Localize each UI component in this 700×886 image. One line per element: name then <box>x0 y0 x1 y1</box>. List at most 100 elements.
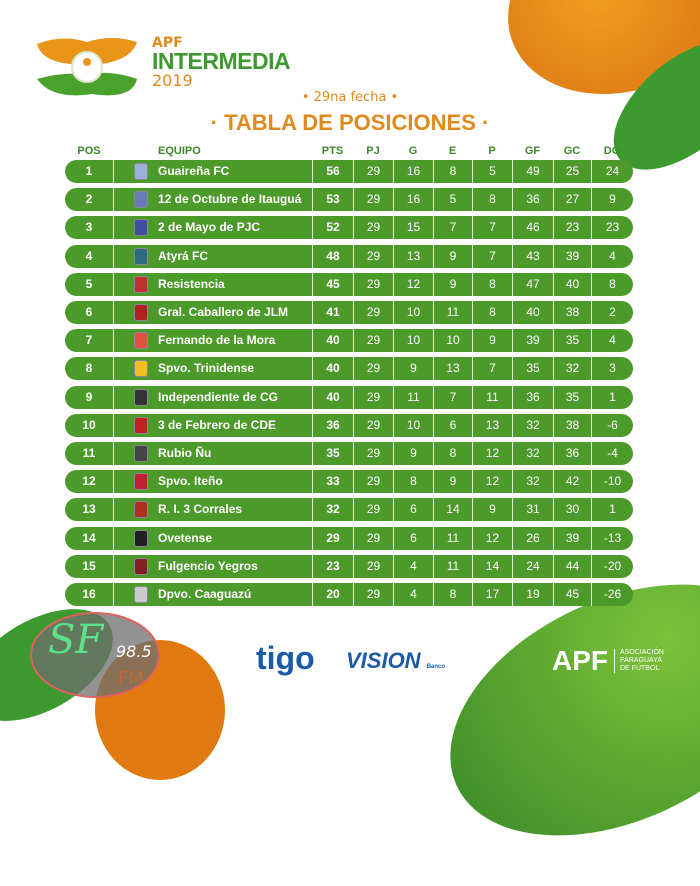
cell-pts: 23 <box>312 554 353 578</box>
cell-p: 9 <box>472 329 512 353</box>
cell-gf: 31 <box>512 498 553 522</box>
cell-pos: 10 <box>82 417 96 432</box>
column-header-e[interactable]: E <box>448 145 457 157</box>
cell-pos: 7 <box>85 333 93 348</box>
cell-pos: 9 <box>85 389 93 404</box>
cell-gc: 38 <box>553 413 591 437</box>
column-header-pj[interactable]: PJ <box>366 145 380 157</box>
table-row[interactable]: 4 Atyrá FC 48 29 13 9 7 43 39 4 <box>65 244 633 268</box>
column-header-p[interactable]: P <box>488 145 496 157</box>
team-name: Spvo. Iteño <box>158 474 223 489</box>
team-name: Fulgencio Yegros <box>158 558 258 573</box>
team-name: Gral. Caballero de JLM <box>158 305 289 319</box>
cell-gf: 36 <box>512 188 553 212</box>
cell-gc: 36 <box>553 442 591 465</box>
cell-gf: 24 <box>512 554 553 578</box>
cell-p: 14 <box>472 554 512 578</box>
cell-g: 11 <box>393 385 433 409</box>
table-row[interactable]: 12 Spvo. Iteño 33 29 8 9 12 32 42 -10 <box>65 470 633 494</box>
round-label: • 29na fecha • <box>301 90 399 105</box>
cell-p: 12 <box>472 470 512 494</box>
cell-gf: 49 <box>512 160 553 183</box>
column-header-equipo[interactable]: EQUIPO <box>158 145 201 157</box>
cell-gc: 42 <box>553 470 591 494</box>
cell-gc: 27 <box>553 188 591 212</box>
cell-pj: 29 <box>353 385 393 409</box>
cell-pts: 32 <box>312 498 353 522</box>
team-name: Rubio Ñu <box>158 446 212 460</box>
cell-pts: 40 <box>312 385 353 409</box>
cell-equipo: Atyrá FC <box>113 244 312 268</box>
team-name: Resistencia <box>158 276 225 291</box>
cell-p: 5 <box>472 160 512 183</box>
cell-e: 6 <box>433 413 472 437</box>
cell-gc: 35 <box>553 385 591 409</box>
table-row[interactable]: 16 Dpvo. Caaguazú 20 29 4 8 17 19 45 -26 <box>65 583 633 606</box>
column-header-gf[interactable]: GF <box>524 145 541 157</box>
column-header-pos[interactable]: POS <box>77 145 101 157</box>
cell-e: 11 <box>433 554 472 578</box>
table-row[interactable]: 7 Fernando de la Mora 40 29 10 10 9 39 35 4 <box>65 329 633 353</box>
table-row[interactable]: 6 Gral. Caballero de JLM 41 29 10 11 8 40 38 2 <box>65 301 633 324</box>
brand-year: 2019 <box>152 71 193 90</box>
cell-pj: 29 <box>353 329 393 353</box>
cell-gf: 47 <box>512 272 553 296</box>
team-name: Independiente de CG <box>158 389 279 404</box>
cell-equipo: R. I. 3 Corrales <box>113 498 312 522</box>
cell-dg: 1 <box>591 385 633 409</box>
cell-gf: 32 <box>512 470 553 494</box>
cell-gf: 36 <box>512 385 553 409</box>
column-header-dg[interactable]: DG <box>603 145 621 157</box>
cell-gc: 40 <box>553 272 591 296</box>
column-header-gc[interactable]: GC <box>563 145 581 157</box>
cell-dg: 2 <box>591 301 633 324</box>
team-name: R. I. 3 Corrales <box>158 502 243 517</box>
cell-p: 8 <box>472 188 512 212</box>
table-row[interactable]: 8 Spvo. Trinidense 40 29 9 13 7 35 32 3 <box>65 357 633 381</box>
cell-g: 6 <box>393 498 433 522</box>
table-row[interactable]: 2 12 de Octubre de Itauguá 53 29 16 5 8 36 27 9 <box>65 188 633 212</box>
cell-g: 9 <box>393 442 433 465</box>
table-row[interactable]: 13 R. I. 3 Corrales 32 29 6 14 9 31 30 1 <box>65 498 633 522</box>
apf-logo: APF ASOCIACIÓN PARAGUAYA DE FÚTBOL <box>552 645 669 677</box>
table-row[interactable]: 1 Guaireña FC 56 29 16 8 5 49 25 24 <box>65 160 633 183</box>
cell-pj: 29 <box>353 301 393 324</box>
cell-e: 8 <box>433 160 472 183</box>
cell-pts: 35 <box>312 442 353 465</box>
cell-pos: 4 <box>85 248 93 263</box>
cell-equipo: Fernando de la Mora <box>113 329 312 353</box>
cell-gf: 46 <box>512 216 553 240</box>
cell-p: 17 <box>472 583 512 606</box>
vision-text: VISION <box>346 648 421 673</box>
cell-p: 12 <box>472 526 512 550</box>
column-header-g[interactable]: G <box>408 145 418 157</box>
cell-pj: 29 <box>353 160 393 183</box>
table-row[interactable]: 9 Independiente de CG 40 29 11 7 11 36 35 1 <box>65 385 633 409</box>
cell-equipo: 12 de Octubre de Itauguá <box>113 188 312 212</box>
table-row[interactable]: 11 Rubio Ñu 35 29 9 8 12 32 36 -4 <box>65 442 633 465</box>
cell-pts: 20 <box>312 583 353 606</box>
vision-sub: Banco <box>426 664 446 670</box>
cell-pos: 11 <box>82 446 96 460</box>
table-row[interactable]: 10 3 de Febrero de CDE 36 29 10 6 13 32 38 -6 <box>65 413 633 437</box>
cell-g: 13 <box>393 244 433 268</box>
brand-name: INTERMEDIA <box>152 48 291 74</box>
table-row[interactable]: 5 Resistencia 45 29 12 9 8 47 40 8 <box>65 272 633 296</box>
team-crest-icon <box>134 332 148 350</box>
cell-pts: 33 <box>312 470 353 494</box>
cell-pj: 29 <box>353 357 393 381</box>
team-crest-icon <box>134 473 148 491</box>
table-row[interactable]: 15 Fulgencio Yegros 23 29 4 11 14 24 44 -20 <box>65 554 633 578</box>
column-header-pts[interactable]: PTS <box>321 145 344 157</box>
cell-dg: -26 <box>591 583 633 606</box>
team-crest-icon <box>134 163 148 180</box>
team-name: Spvo. Trinidense <box>158 361 255 376</box>
cell-e: 7 <box>433 216 472 240</box>
cell-e: 10 <box>433 329 472 353</box>
table-row[interactable]: 14 Ovetense 29 29 6 11 12 26 39 -13 <box>65 526 633 550</box>
cell-p: 8 <box>472 272 512 296</box>
cell-dg: 3 <box>591 357 633 381</box>
team-crest-icon <box>134 360 148 378</box>
team-name: Fernando de la Mora <box>158 333 276 348</box>
